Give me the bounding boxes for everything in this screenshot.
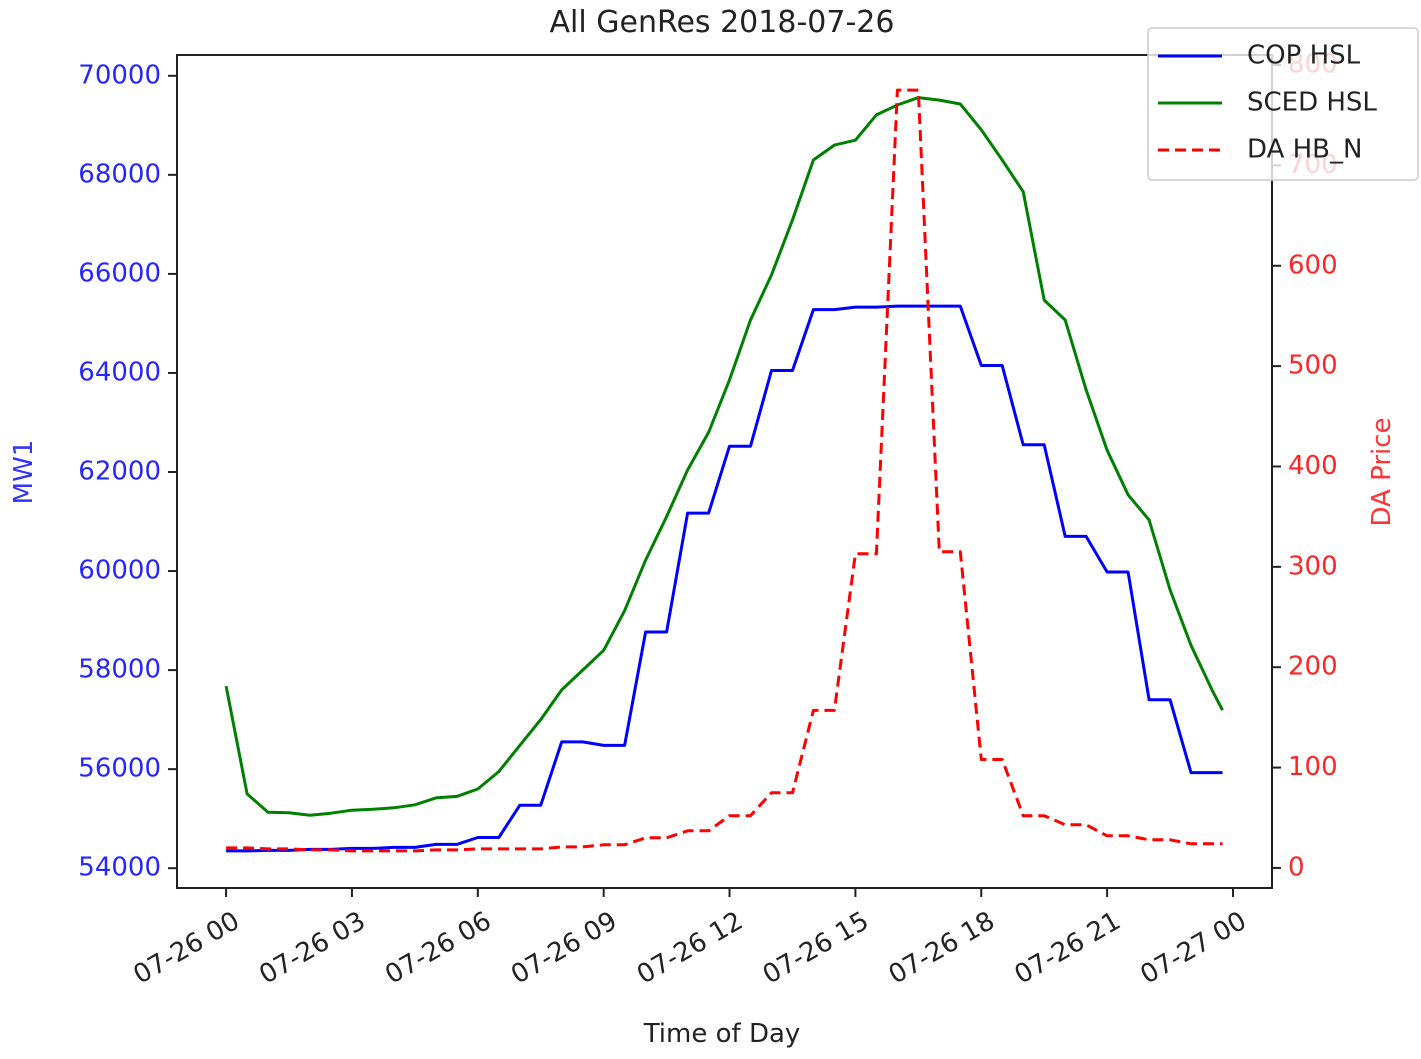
y2-tick-label: 100 bbox=[1288, 752, 1338, 782]
y-tick-label: 66000 bbox=[78, 258, 161, 288]
y2-tick-label: 300 bbox=[1288, 551, 1338, 581]
legend-label: SCED HSL bbox=[1247, 88, 1377, 118]
y-axis-label: MW1 bbox=[9, 440, 39, 505]
y-tick-label: 70000 bbox=[78, 60, 161, 90]
y-tick-label: 58000 bbox=[78, 655, 161, 685]
y-tick-label: 68000 bbox=[78, 159, 161, 189]
y2-tick-label: 200 bbox=[1288, 652, 1338, 682]
legend-label: COP HSL bbox=[1247, 41, 1361, 71]
y2-tick-label: 500 bbox=[1288, 351, 1338, 381]
y-tick-label: 60000 bbox=[78, 556, 161, 586]
y2-axis-label: DA Price bbox=[1367, 417, 1397, 526]
series-line bbox=[226, 88, 1223, 853]
x-tick-label: 07-27 00 bbox=[1135, 906, 1251, 990]
y-tick-label: 64000 bbox=[78, 357, 161, 387]
x-tick-label: 07-26 03 bbox=[254, 906, 370, 990]
x-tick-label: 07-26 06 bbox=[380, 906, 496, 990]
x-tick-label: 07-26 21 bbox=[1010, 906, 1126, 990]
plot-frame bbox=[176, 54, 1273, 889]
y2-tick-label: 400 bbox=[1288, 451, 1338, 481]
x-tick-label: 07-26 15 bbox=[758, 906, 874, 990]
series-line bbox=[226, 304, 1223, 853]
legend-box bbox=[1147, 27, 1419, 181]
x-tick-label: 07-26 09 bbox=[506, 906, 622, 990]
legend-label: DA HB_N bbox=[1247, 135, 1362, 165]
y-tick-label: 56000 bbox=[78, 754, 161, 784]
x-tick-label: 07-26 18 bbox=[884, 906, 1000, 990]
y2-tick-label: 600 bbox=[1288, 250, 1338, 280]
series-line bbox=[224, 96, 1224, 817]
y-tick-label: 62000 bbox=[78, 456, 161, 486]
x-axis-label: Time of Day bbox=[643, 1019, 801, 1049]
chart-title: All GenRes 2018-07-26 bbox=[550, 5, 895, 40]
y2-tick-label: 0 bbox=[1288, 852, 1305, 882]
x-tick-label: 07-26 12 bbox=[632, 906, 748, 990]
x-tick-label: 07-26 00 bbox=[129, 906, 245, 990]
y-tick-label: 54000 bbox=[78, 853, 161, 883]
